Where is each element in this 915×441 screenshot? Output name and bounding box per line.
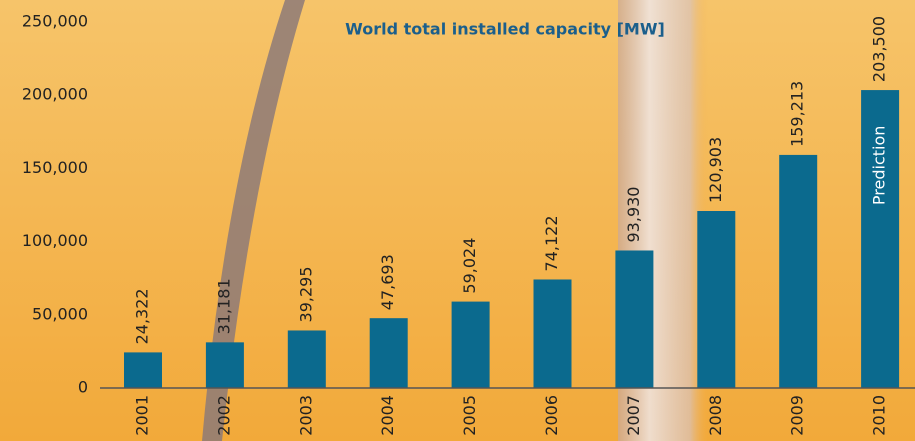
value-label: 31,181 [214, 278, 233, 334]
bar [861, 90, 900, 389]
bar [205, 342, 244, 388]
bar [779, 154, 818, 388]
x-tick-label: 2010 [870, 395, 889, 436]
annotation: Prediction [870, 126, 889, 205]
y-tick-label: 0 [78, 378, 88, 397]
value-label: 59,024 [460, 238, 479, 294]
value-label: 120,903 [706, 137, 725, 203]
value-label: 93,930 [624, 187, 643, 243]
x-tick-label: 2006 [542, 395, 561, 436]
bar [124, 352, 162, 388]
x-tick-label: 2007 [624, 395, 643, 436]
value-label: 74,122 [542, 216, 561, 272]
bar [369, 318, 408, 388]
value-label: 47,693 [378, 254, 397, 310]
bar [287, 330, 326, 388]
y-tick-label: 250,000 [22, 12, 88, 31]
bar [533, 279, 572, 388]
x-tick-label: 2008 [706, 395, 725, 436]
x-tick-label: 2009 [788, 395, 807, 436]
value-label: 39,295 [296, 266, 315, 322]
y-tick-label: 150,000 [22, 158, 88, 177]
bar [697, 210, 736, 388]
y-tick-label: 50,000 [32, 304, 88, 323]
chart-title: World total installed capacity [MW] [345, 20, 665, 39]
x-tick-label: 2003 [296, 395, 315, 436]
y-tick-label: 100,000 [22, 231, 88, 250]
turbine-blade [202, 0, 305, 441]
x-tick-label: 2002 [214, 395, 233, 436]
bar [451, 301, 490, 388]
x-tick-label: 2004 [378, 395, 397, 436]
value-label: 159,213 [788, 81, 807, 147]
bar [615, 250, 654, 388]
value-label: 24,322 [133, 288, 152, 344]
x-tick-label: 2001 [133, 395, 152, 436]
y-tick-label: 200,000 [22, 85, 88, 104]
x-tick-label: 2005 [460, 395, 479, 436]
value-label: 203,500 [870, 16, 889, 82]
